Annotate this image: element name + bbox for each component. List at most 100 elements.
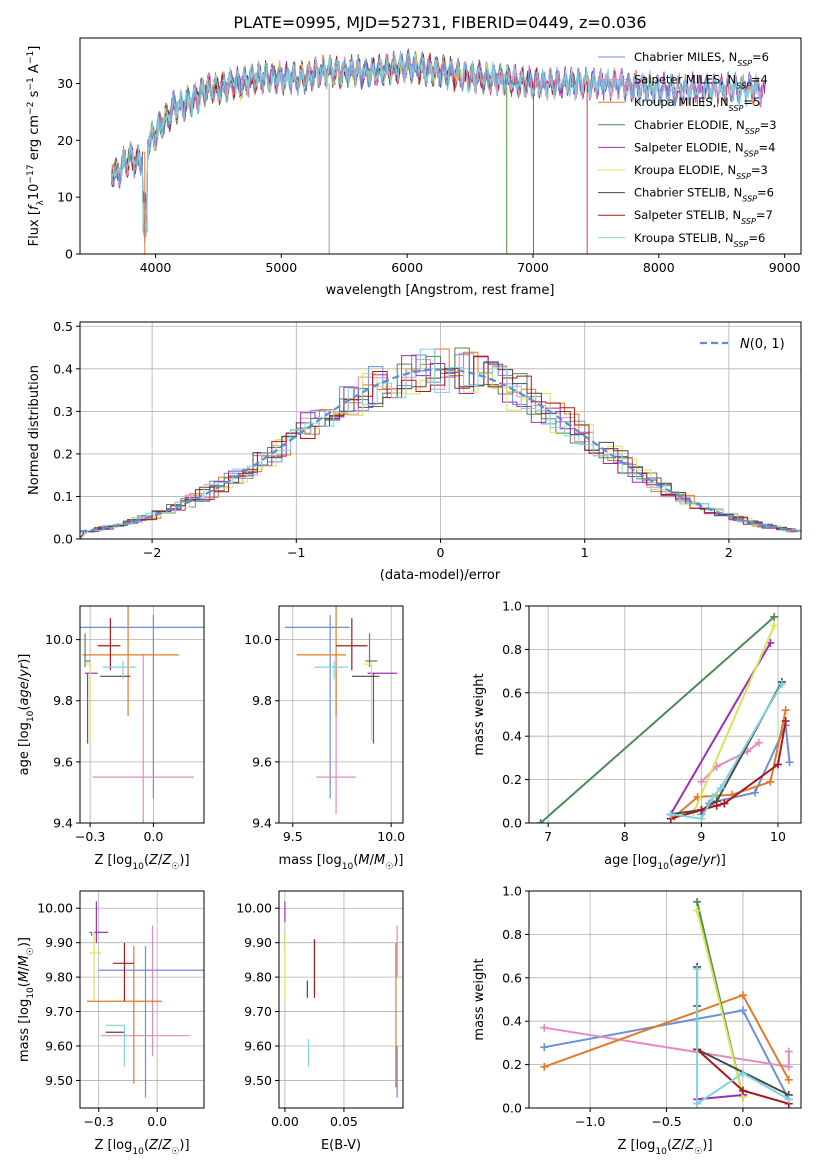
y-tick-label: 0.2 (502, 1057, 522, 1072)
y-tick-label: 0.4 (53, 361, 73, 376)
weight-marker (770, 612, 779, 621)
x-tick-label: 6000 (391, 260, 423, 275)
x-tick-label: 4000 (140, 260, 172, 275)
y-tick-label: 9.4 (252, 816, 272, 831)
x-axis-label: (data-model)/error (380, 568, 501, 583)
x-tick-label: 0.0 (147, 1114, 167, 1129)
weight-marker (666, 810, 675, 819)
axes-frame (79, 321, 802, 540)
panel-spectrum: 4000 5000 6000 7000 8000 9000 0 10 20 30 (57, 37, 802, 275)
histogram-series (80, 356, 801, 539)
weight-marker (697, 777, 706, 786)
y-tick-label: 10.00 (37, 901, 73, 916)
x-tick-label: −1.0 (575, 1114, 605, 1129)
weight-marker (751, 788, 760, 797)
weight-marker (766, 777, 775, 786)
axes-frame (278, 605, 404, 824)
panel-age-vs-Z: −0.3 0.0 9.4 9.6 9.8 10.0 (45, 605, 205, 844)
histogram-series (80, 348, 801, 539)
x-axis-label: age [log10(age/yr)] (604, 853, 726, 872)
y-tick-label: 9.6 (53, 754, 73, 769)
x-tick-label: 7 (544, 829, 552, 844)
legend-entry: Chabrier MILES, NSSP=6 (634, 50, 769, 68)
legend: Chabrier MILES, NSSP=6 Salpeter MILES, NS… (598, 50, 777, 248)
axes-frame (79, 605, 205, 824)
legend-entry: Kroupa ELODIE, NSSP=3 (634, 163, 768, 181)
weight-marker (781, 706, 790, 715)
weight-marker (693, 906, 702, 915)
weight-marker (712, 801, 721, 810)
histogram-series (80, 355, 801, 539)
weight-marker (540, 1023, 549, 1032)
axes-frame (528, 890, 802, 1109)
y-tick-label: 9.50 (45, 1073, 73, 1088)
y-tick-label: 0.2 (53, 446, 73, 461)
y-axis-label: Normed distribution (27, 365, 42, 495)
figure-title: PLATE=0995, MJD=52731, FIBERID=0449, z=0… (233, 13, 646, 32)
x-tick-label: 0.0 (143, 829, 163, 844)
axes-frame (79, 890, 205, 1109)
weight-marker (738, 991, 747, 1000)
legend-entry: Chabrier ELODIE, NSSP=3 (634, 118, 777, 136)
x-tick-label: 9.5 (283, 829, 303, 844)
x-tick-label: 5000 (265, 260, 297, 275)
y-tick-label: 0.2 (502, 772, 522, 787)
panel-weight-vs-Z: −1.0 −0.5 0.0 0.0 0.2 0.4 0.6 0.8 1.0 (502, 884, 802, 1129)
plot-area (536, 612, 794, 823)
weight-marker (720, 799, 729, 808)
histogram-series (80, 370, 801, 539)
weight-marker (738, 1086, 747, 1095)
legend-entry: Kroupa MILES, NSSP=5 (634, 95, 760, 113)
y-tick-label: 1.0 (502, 884, 522, 899)
weight-marker (693, 1099, 702, 1108)
x-axis-label: E(B-V) (321, 1138, 361, 1153)
x-axis-label: wavelength [Angstrom, rest frame] (326, 283, 555, 298)
y-tick-label: 10.0 (45, 632, 73, 647)
y-tick-label: 1.0 (502, 599, 522, 614)
y-tick-label: 9.60 (45, 1039, 73, 1054)
weight-marker (784, 1095, 793, 1104)
y-tick-label: 0 (65, 247, 73, 262)
y-tick-label: 9.90 (244, 935, 272, 950)
x-axis-label: Z [log10(Z/Z☉)] (94, 853, 189, 872)
x-tick-label: 8 (621, 829, 629, 844)
histogram-series (80, 352, 801, 539)
y-tick-label: 9.6 (252, 754, 272, 769)
y-tick-label: 0.5 (53, 319, 73, 334)
y-tick-label: 0.8 (502, 927, 522, 942)
panel-mass-vs-Z: −0.3 0.0 9.50 9.60 9.70 9.80 9.90 10.00 (37, 890, 205, 1129)
y-axis-label: mass [log10(M/M☉)] (17, 937, 36, 1062)
weight-marker (777, 680, 786, 689)
weight-marker (536, 819, 545, 823)
legend-entry: Salpeter MILES, NSSP=4 (634, 73, 768, 91)
weight-marker (540, 1043, 549, 1052)
y-tick-label: 9.90 (45, 935, 73, 950)
x-tick-label: 9000 (769, 260, 801, 275)
y-tick-label: 9.8 (53, 693, 73, 708)
weight-marker (770, 621, 779, 630)
histogram-series (80, 362, 801, 539)
x-axis-label: Z [log10(Z/Z☉)] (94, 1138, 189, 1157)
plot-area (87, 901, 204, 1098)
x-axis-label: mass [log10(M/M☉)] (278, 853, 403, 872)
x-tick-label: −0.3 (84, 1114, 114, 1129)
y-tick-label: 0.8 (502, 642, 522, 657)
y-tick-label: 9.8 (252, 693, 272, 708)
x-tick-label: 0.0 (733, 1114, 753, 1129)
plot-area (284, 901, 398, 1098)
x-tick-label: 1 (581, 545, 589, 560)
x-tick-label: 9 (697, 829, 705, 844)
weight-series (539, 616, 775, 823)
axes-frame (278, 890, 404, 1109)
y-tick-label: 9.4 (53, 816, 73, 831)
panel-age-vs-mass: 9.5 10.0 9.4 9.6 9.8 10.0 (244, 605, 405, 844)
weight-marker (784, 1062, 793, 1071)
y-tick-label: 0.0 (502, 1101, 522, 1116)
weight-series (696, 969, 790, 1106)
x-tick-label: 10.0 (377, 829, 405, 844)
panel-weight-vs-age: 7 8 9 10 0.0 0.2 0.4 0.6 0.8 1.0 (502, 599, 802, 844)
weight-marker (540, 1062, 549, 1071)
y-tick-label: 0.0 (53, 532, 73, 547)
weight-marker (784, 1075, 793, 1084)
x-tick-label: 8000 (643, 260, 675, 275)
